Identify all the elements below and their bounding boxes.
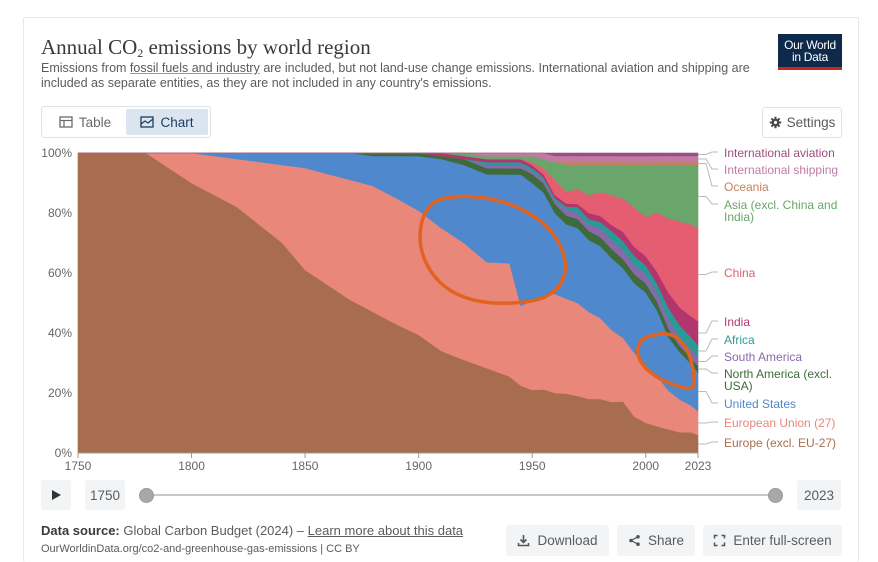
settings-button[interactable]: Settings (762, 107, 842, 138)
share-icon (629, 535, 640, 546)
legend-label[interactable]: Europe (excl. EU-27) (724, 436, 836, 450)
legend-label[interactable]: International aviation (724, 146, 835, 160)
chart-card (23, 17, 859, 562)
timeline-track[interactable] (147, 494, 776, 496)
share-button[interactable]: Share (617, 525, 695, 556)
start-year-box[interactable]: 1750 (85, 480, 125, 510)
x-tick-label: 1850 (292, 459, 319, 470)
download-button[interactable]: Download (506, 525, 609, 556)
view-tabs: Table Chart (41, 106, 211, 138)
legend-connector (698, 271, 718, 275)
legend-label[interactable]: Africa (724, 333, 755, 347)
area-chart-icon (140, 116, 155, 128)
legend-connector (698, 391, 718, 404)
x-tick-label: 1900 (405, 459, 432, 470)
learn-more-link[interactable]: Learn more about this data (307, 523, 464, 538)
legend-label[interactable]: China (724, 266, 756, 280)
y-tick-label: 80% (48, 206, 72, 220)
gear-icon (769, 116, 781, 129)
fossil-fuels-link[interactable]: fossil fuels and industry (129, 61, 260, 75)
legend-connector (698, 320, 718, 334)
legend-connector (698, 368, 718, 374)
chart-subtitle: Emissions from fossil fuels and industry… (41, 61, 750, 90)
x-tick-label: 1950 (519, 459, 546, 470)
annotation-circle-large (418, 194, 567, 306)
x-tick-label: 1750 (65, 459, 92, 470)
legend-connector (698, 151, 718, 155)
legend-connector (698, 196, 718, 205)
x-tick-label: 2023 (685, 459, 712, 470)
legend-label[interactable]: North America (excl. USA) (724, 367, 832, 393)
download-icon (518, 535, 530, 547)
legend-label[interactable]: European Union (27) (724, 416, 835, 430)
legend-label[interactable]: India (724, 315, 750, 329)
legend-label[interactable]: Asia (excl. China and India) (724, 198, 837, 224)
legend-label[interactable]: South America (724, 350, 802, 364)
x-tick-label: 2000 (632, 459, 659, 470)
y-tick-label: 40% (48, 326, 72, 340)
stacked-area-chart: 0% 20% 40% 60% 80% 100% 1750 1800 1850 1900 1950 20… (41, 146, 838, 470)
timeline-start-handle[interactable] (139, 488, 154, 503)
legend-connector (698, 355, 718, 362)
timeline-end-handle[interactable] (768, 488, 783, 503)
legend-connector (698, 158, 718, 170)
y-tick-label: 20% (48, 386, 72, 400)
annotation-circle-small (636, 332, 697, 391)
tab-table[interactable]: Table (44, 109, 126, 135)
source-url: OurWorldinData.org/co2-and-greenhouse-ga… (41, 543, 360, 555)
legend-connector (698, 421, 718, 424)
y-tick-label: 60% (48, 266, 72, 280)
data-source: Data source: Global Carbon Budget (2024)… (41, 523, 464, 538)
x-tick-label: 1800 (178, 459, 205, 470)
tab-chart[interactable]: Chart (126, 109, 208, 135)
legend-connector (698, 338, 718, 352)
end-year-box[interactable]: 2023 (797, 480, 841, 510)
owid-logo[interactable]: Our World in Data (778, 34, 842, 70)
legend-label[interactable]: International shipping (724, 163, 838, 177)
fullscreen-button[interactable]: Enter full-screen (703, 525, 842, 556)
chart-title: Annual CO2 emissions by world region (41, 35, 371, 60)
legend-connector (698, 163, 718, 187)
table-icon (59, 116, 73, 128)
y-tick-label: 0% (55, 446, 73, 460)
expand-icon (714, 534, 726, 547)
play-icon (52, 490, 61, 500)
y-tick-label: 100% (41, 146, 72, 160)
legend-connector (698, 441, 718, 445)
legend-label[interactable]: United States (724, 397, 796, 411)
legend-label[interactable]: Oceania (724, 180, 769, 194)
play-button[interactable] (41, 480, 71, 510)
